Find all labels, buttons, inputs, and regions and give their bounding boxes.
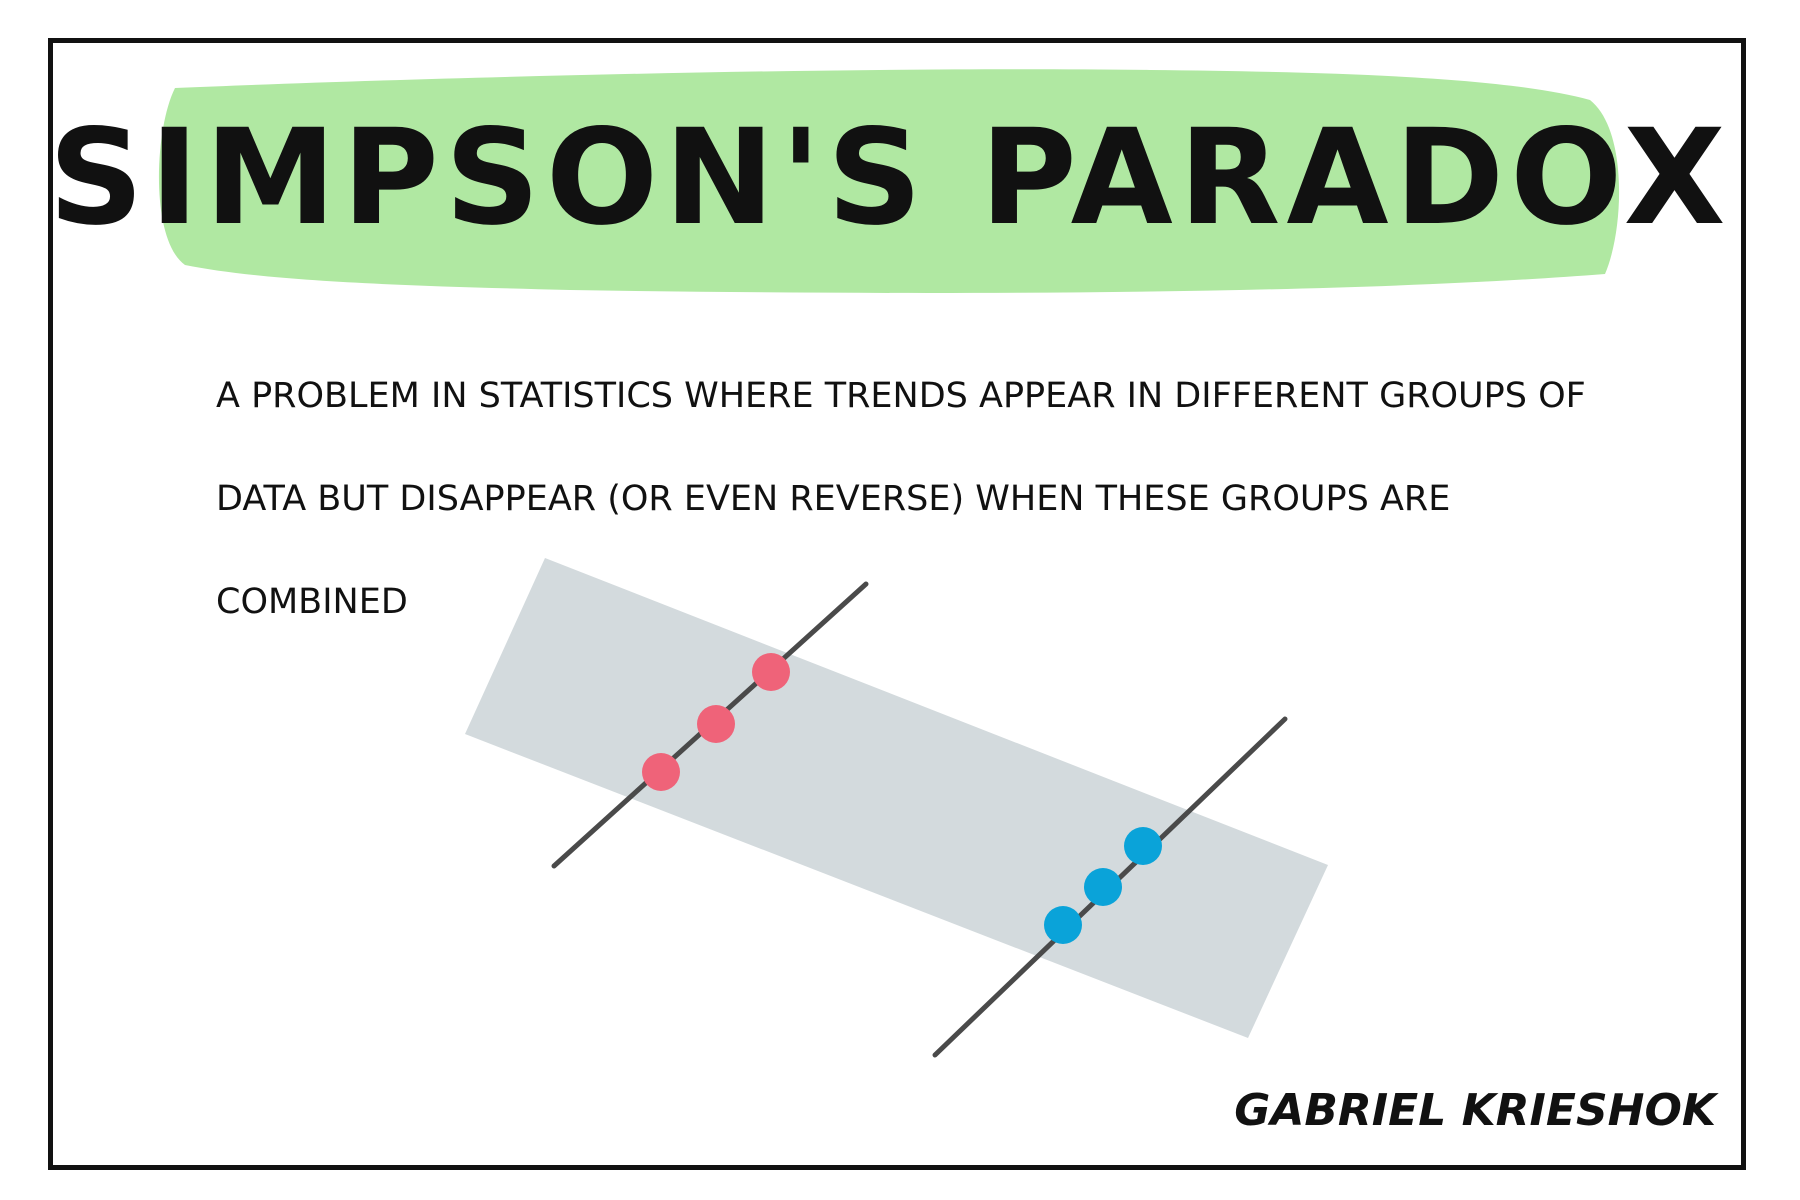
group-b-point	[1084, 868, 1122, 906]
author-signature: GABRIEL KRIESHOK	[1234, 1085, 1716, 1136]
group-b-point	[1124, 827, 1162, 865]
page-title: SIMPSON'S PARADOX	[48, 100, 1732, 255]
group-a-point	[697, 705, 735, 743]
definition-text: A PROBLEM IN STATISTICS WHERE TRENDS APP…	[216, 376, 1586, 622]
group-b-point	[1044, 906, 1082, 944]
group-a-point	[752, 653, 790, 691]
card-border	[48, 38, 1746, 1170]
group-a-point	[642, 753, 680, 791]
title-banner: SIMPSON'S PARADOX	[48, 60, 1732, 295]
combined-data-band	[465, 558, 1328, 1038]
title-highlight	[158, 69, 1620, 293]
